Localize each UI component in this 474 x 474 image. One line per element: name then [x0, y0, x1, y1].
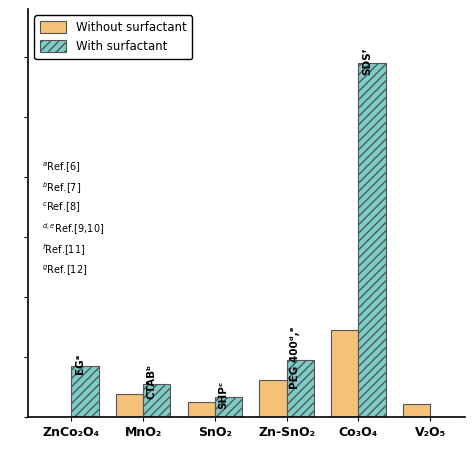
Text: SDSᶠ: SDSᶠ: [362, 47, 372, 75]
Legend: Without surfactant, With surfactant: Without surfactant, With surfactant: [34, 15, 192, 59]
Bar: [259, 380, 287, 417]
Bar: [403, 404, 430, 417]
Text: EGᵃ: EGᵃ: [75, 354, 85, 374]
Bar: [116, 394, 143, 417]
Bar: [143, 384, 171, 417]
Bar: [72, 366, 99, 417]
Text: $^a$Ref.[6]
$^b$Ref.[7]
$^c$Ref.[8]
$^{d,e}$Ref.[9,10]
$^f$Ref.[11]
$^g$Ref.[12]: $^a$Ref.[6] $^b$Ref.[7] $^c$Ref.[8] $^{d…: [42, 160, 104, 278]
Bar: [287, 360, 314, 417]
Bar: [188, 402, 215, 417]
Bar: [331, 330, 358, 417]
Bar: [358, 64, 386, 417]
Text: PEG 400ᵈ,ᵉ: PEG 400ᵈ,ᵉ: [290, 327, 300, 389]
Text: SHPᶜ: SHPᶜ: [219, 381, 228, 409]
Text: CTABᵇ: CTABᵇ: [147, 364, 157, 399]
Bar: [215, 397, 242, 417]
